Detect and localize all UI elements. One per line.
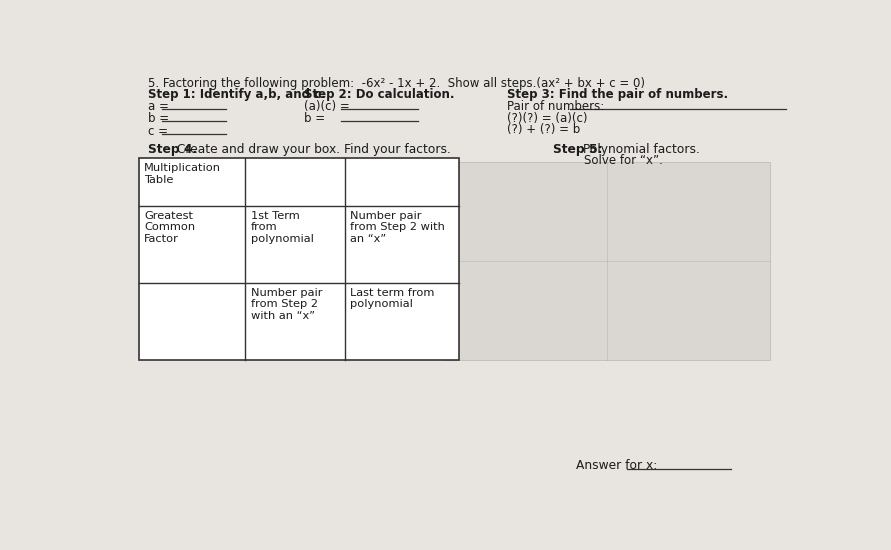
Text: Polynomial factors.: Polynomial factors. bbox=[578, 143, 699, 156]
Text: 1st Term
from
polynomial: 1st Term from polynomial bbox=[251, 211, 314, 244]
Text: a =: a = bbox=[148, 100, 173, 113]
Text: Multiplication
Table: Multiplication Table bbox=[144, 163, 221, 185]
Bar bbox=[445, 162, 770, 360]
Text: Pair of numbers:: Pair of numbers: bbox=[507, 100, 611, 113]
Text: b =: b = bbox=[148, 112, 173, 125]
Text: (a)(c) =: (a)(c) = bbox=[304, 100, 353, 113]
Text: Step 5:: Step 5: bbox=[553, 143, 602, 156]
Text: Answer for x:: Answer for x: bbox=[576, 459, 661, 472]
Bar bbox=[445, 162, 770, 360]
Text: Step 1: Identify a,b, and c.: Step 1: Identify a,b, and c. bbox=[148, 87, 325, 101]
Bar bbox=[138, 158, 460, 360]
Text: Create and draw your box. Find your factors.: Create and draw your box. Find your fact… bbox=[174, 143, 451, 156]
Text: (?)(?) = (a)(c): (?)(?) = (a)(c) bbox=[507, 112, 587, 125]
Text: Step 3: Find the pair of numbers.: Step 3: Find the pair of numbers. bbox=[507, 87, 728, 101]
Text: Number pair
from Step 2 with
an “x”: Number pair from Step 2 with an “x” bbox=[350, 211, 445, 244]
Text: Last term from
polynomial: Last term from polynomial bbox=[350, 288, 435, 309]
Text: (?) + (?) = b: (?) + (?) = b bbox=[507, 123, 580, 136]
Text: Greatest
Common
Factor: Greatest Common Factor bbox=[144, 211, 195, 244]
Text: 5. Factoring the following problem:  -6x² - 1x + 2.  Show all steps.(ax² + bx + : 5. Factoring the following problem: -6x²… bbox=[148, 77, 645, 90]
Text: Solve for “x”.: Solve for “x”. bbox=[584, 154, 663, 167]
Text: Number pair
from Step 2
with an “x”: Number pair from Step 2 with an “x” bbox=[251, 288, 323, 321]
Text: b =: b = bbox=[304, 112, 329, 125]
Text: c =: c = bbox=[148, 124, 172, 138]
Text: Step 2: Do calculation.: Step 2: Do calculation. bbox=[304, 87, 454, 101]
Text: Step 4.: Step 4. bbox=[148, 143, 197, 156]
